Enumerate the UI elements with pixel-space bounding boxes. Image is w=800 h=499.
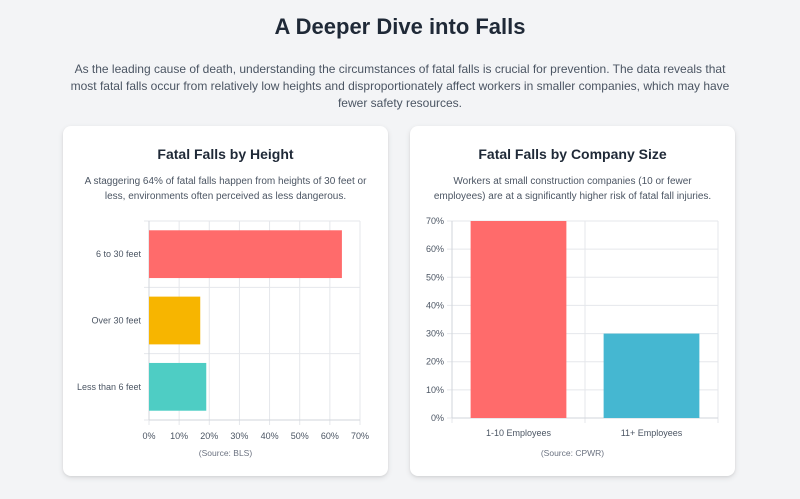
size-y-tick-label: 50% (426, 272, 444, 282)
height-x-tick-label: 40% (261, 431, 279, 441)
height-x-tick-label: 20% (200, 431, 218, 441)
company-size-chart-title: Fatal Falls by Company Size (478, 146, 667, 162)
height-chart-source: (Source: BLS) (198, 448, 253, 458)
category-label-11-employees: 11+ Employees (621, 428, 683, 438)
company-size-chart-source: (Source: CPWR) (540, 448, 605, 458)
category-label-1-10-employees: 1-10 Employees (486, 428, 552, 438)
size-y-tick-label: 30% (426, 329, 444, 339)
bar-6-to-30-feet (149, 230, 342, 279)
category-label-6-to-30-feet: 6 to 30 feet (96, 249, 142, 259)
height-chart-card: Fatal Falls by Height A staggering 64% o… (63, 126, 388, 476)
size-y-tick-label: 20% (426, 357, 444, 367)
company-size-chart-card: Fatal Falls by Company Size Workers at s… (410, 126, 735, 476)
height-chart-description: A staggering 64% of fatal falls happen f… (84, 176, 367, 202)
bar-over-30-feet (149, 296, 201, 345)
category-label-less-than-6-feet: Less than 6 feet (77, 382, 142, 392)
height-x-tick-label: 70% (351, 431, 369, 441)
height-x-tick-label: 30% (230, 431, 248, 441)
height-x-tick-label: 60% (321, 431, 339, 441)
category-label-over-30-feet: Over 30 feet (91, 316, 141, 326)
size-y-tick-label: 0% (431, 413, 444, 423)
size-y-tick-label: 40% (426, 300, 444, 310)
height-bar-chart: 0% 10% 20% 30% 40% 50% 60% 70% 6 to 30 feet Over … (77, 220, 369, 441)
height-chart-title: Fatal Falls by Height (157, 146, 294, 162)
bar-1-10-employees (470, 221, 567, 418)
height-x-tick-label: 50% (291, 431, 309, 441)
size-y-tick-label: 60% (426, 244, 444, 254)
bar-11-employees (603, 333, 700, 418)
height-x-tick-label: 0% (142, 431, 155, 441)
size-y-tick-label: 10% (426, 385, 444, 395)
size-y-tick-label: 70% (426, 216, 444, 226)
company-size-chart-description: Workers at small construction companies … (433, 176, 712, 202)
bar-less-than-6-feet (149, 362, 207, 411)
height-x-tick-label: 10% (170, 431, 188, 441)
intro-text: As the leading cause of death, understan… (70, 62, 730, 110)
page-title: A Deeper Dive into Falls (274, 14, 526, 39)
company-size-bar-chart: 0% 10% 20% 30% 40% 50% 60% 70% 1-10 Employees 11+… (426, 216, 719, 438)
